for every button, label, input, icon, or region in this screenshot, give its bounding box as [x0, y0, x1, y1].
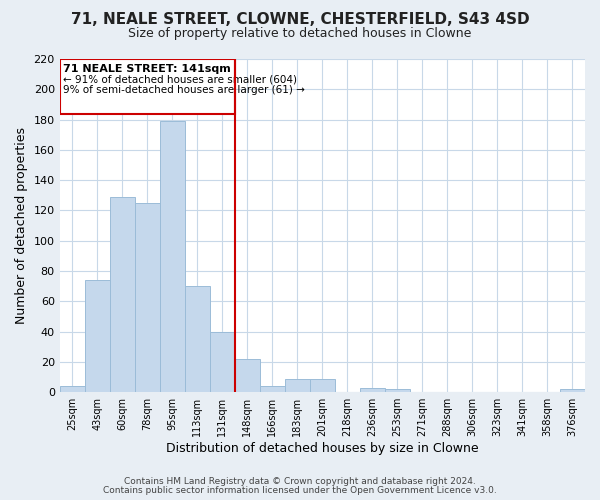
X-axis label: Distribution of detached houses by size in Clowne: Distribution of detached houses by size …	[166, 442, 479, 455]
Text: 71, NEALE STREET, CLOWNE, CHESTERFIELD, S43 4SD: 71, NEALE STREET, CLOWNE, CHESTERFIELD, …	[71, 12, 529, 28]
Text: 9% of semi-detached houses are larger (61) →: 9% of semi-detached houses are larger (6…	[64, 84, 305, 94]
Text: Size of property relative to detached houses in Clowne: Size of property relative to detached ho…	[128, 28, 472, 40]
Bar	[260, 386, 285, 392]
Text: ← 91% of detached houses are smaller (604): ← 91% of detached houses are smaller (60…	[64, 74, 298, 84]
Bar	[210, 332, 235, 392]
Bar	[185, 286, 210, 392]
Bar	[59, 386, 85, 392]
Text: Contains public sector information licensed under the Open Government Licence v3: Contains public sector information licen…	[103, 486, 497, 495]
Bar	[160, 121, 185, 392]
Bar	[285, 378, 310, 392]
Text: 71 NEALE STREET: 141sqm: 71 NEALE STREET: 141sqm	[64, 64, 231, 74]
Y-axis label: Number of detached properties: Number of detached properties	[15, 127, 28, 324]
Bar	[59, 59, 235, 114]
Text: Contains HM Land Registry data © Crown copyright and database right 2024.: Contains HM Land Registry data © Crown c…	[124, 477, 476, 486]
Bar	[110, 197, 135, 392]
Bar	[235, 359, 260, 392]
Bar	[310, 378, 335, 392]
Bar	[135, 203, 160, 392]
Bar	[385, 389, 410, 392]
Bar	[560, 389, 585, 392]
Bar	[85, 280, 110, 392]
Bar	[360, 388, 385, 392]
